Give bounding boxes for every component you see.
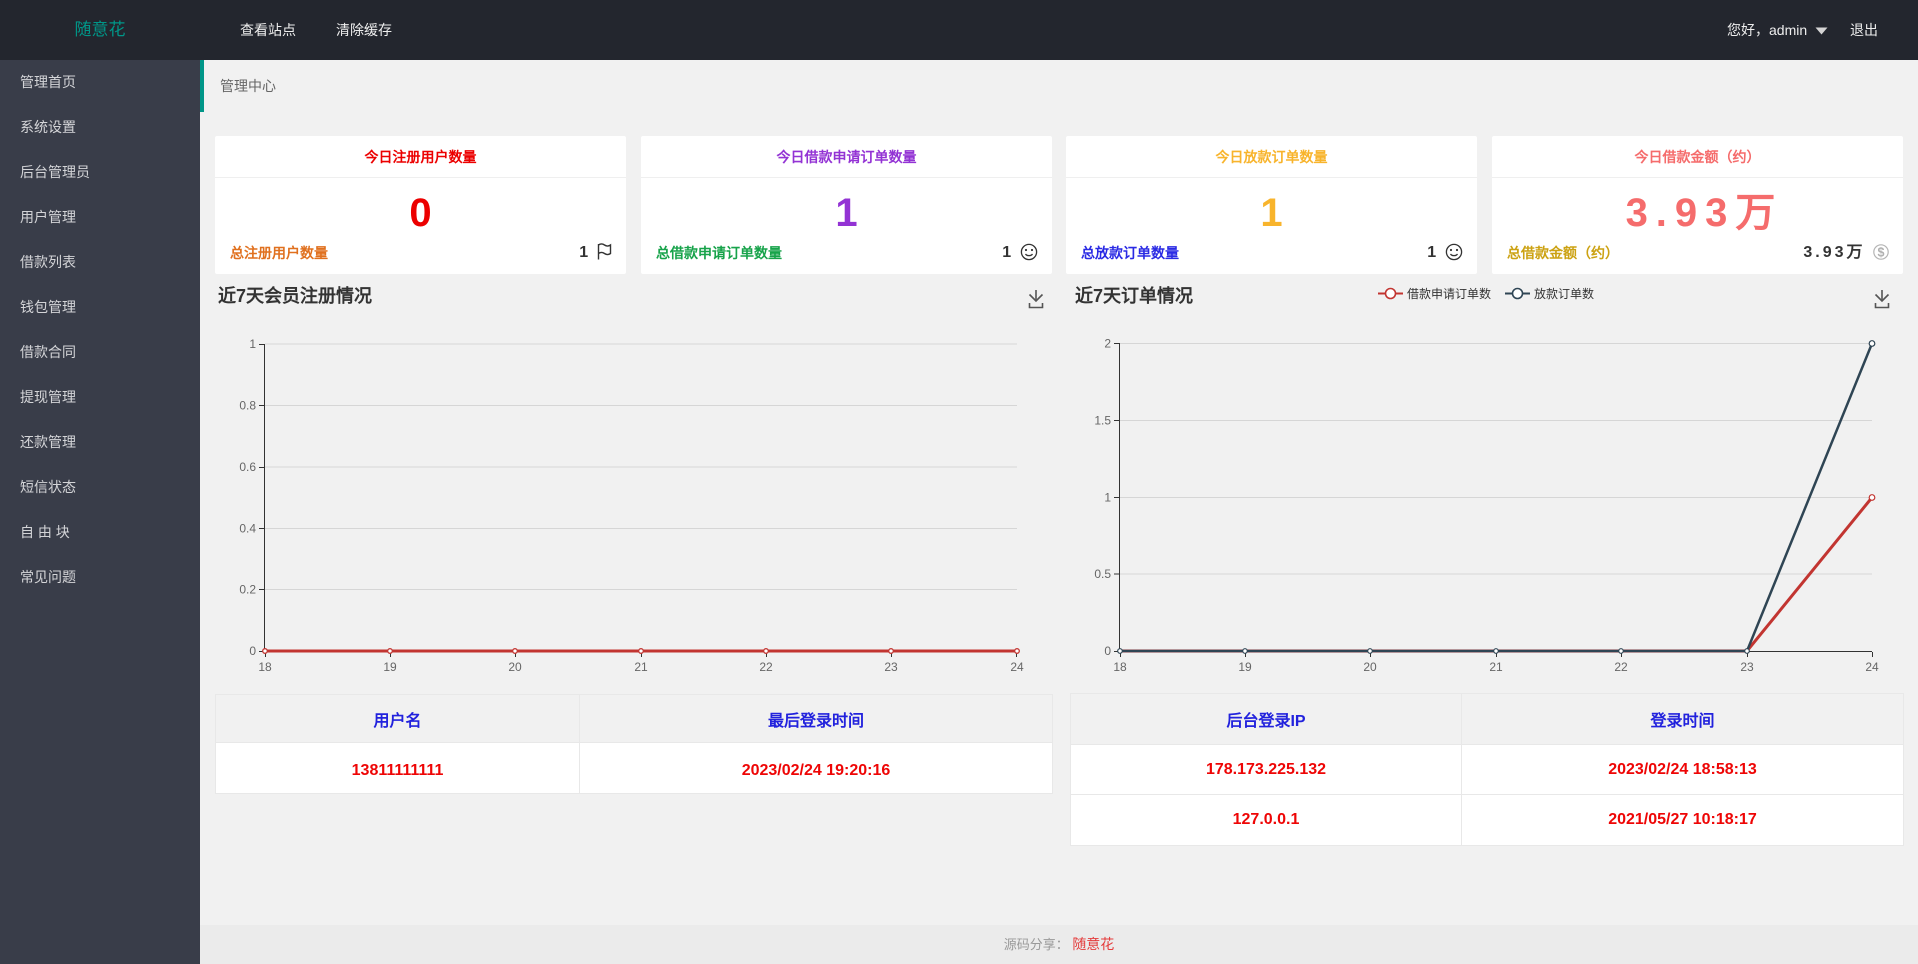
svg-text:23: 23 [884,660,898,674]
svg-text:24: 24 [1010,660,1024,674]
svg-text:0: 0 [249,644,256,658]
svg-text:2: 2 [1104,337,1111,351]
svg-text:19: 19 [1238,660,1252,674]
svg-text:$: $ [1878,246,1885,260]
svg-text:23: 23 [1740,660,1754,674]
svg-text:1: 1 [1104,491,1111,505]
svg-text:借款申请订单数: 借款申请订单数 [1407,286,1491,301]
svg-text:18: 18 [1113,660,1127,674]
svg-text:0.2: 0.2 [239,583,256,597]
svg-text:21: 21 [634,660,648,674]
svg-text:0.6: 0.6 [239,460,256,474]
svg-text:19: 19 [383,660,397,674]
svg-text:21: 21 [1489,660,1503,674]
svg-text:0.8: 0.8 [239,399,256,413]
svg-text:18: 18 [258,660,272,674]
svg-text:22: 22 [1614,660,1628,674]
svg-text:20: 20 [1363,660,1377,674]
svg-text:0: 0 [1104,644,1111,658]
svg-text:22: 22 [759,660,773,674]
svg-text:1: 1 [249,337,256,351]
svg-text:放款订单数: 放款订单数 [1534,286,1594,301]
svg-text:1.5: 1.5 [1094,414,1111,428]
svg-text:0.4: 0.4 [239,522,256,536]
svg-text:20: 20 [508,660,522,674]
svg-text:24: 24 [1865,660,1879,674]
svg-text:0.5: 0.5 [1094,567,1111,581]
